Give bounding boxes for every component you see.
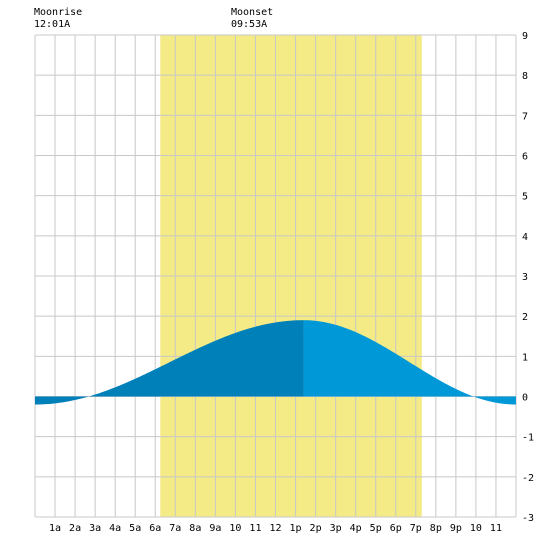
moonrise-label: Moonrise — [34, 7, 82, 18]
y-tick-label: 0 — [522, 393, 528, 404]
x-tick-label: 9p — [450, 523, 462, 534]
y-axis-labels: -3 -2 -1 0 1 2 3 4 5 6 7 8 9 — [522, 31, 534, 524]
moonset-label: Moonset — [231, 7, 273, 18]
y-tick-label: 2 — [522, 312, 528, 323]
moonset-time: 09:53A — [231, 19, 267, 30]
x-tick-label: 12 — [269, 523, 281, 534]
y-tick-label: 3 — [522, 272, 528, 283]
x-tick-label: 8a — [189, 523, 201, 534]
x-tick-label: 7a — [169, 523, 181, 534]
y-tick-label: 6 — [522, 152, 528, 163]
x-tick-label: 6a — [149, 523, 161, 534]
y-tick-label: -3 — [522, 513, 534, 524]
x-tick-label: 3a — [89, 523, 101, 534]
y-tick-label: 9 — [522, 31, 528, 42]
x-tick-label: 11 — [249, 523, 261, 534]
y-tick-label: 4 — [522, 232, 528, 243]
x-tick-label: 11 — [490, 523, 502, 534]
x-tick-label: 6p — [390, 523, 402, 534]
x-tick-label: 5p — [370, 523, 382, 534]
tide-area-rising — [35, 320, 304, 405]
x-axis-labels: 1a 2a 3a 4a 5a 6a 7a 8a 9a 10 11 12 1p 2p 3p 4p 5p 6p 7p 8p… — [49, 523, 502, 534]
y-tick-label: -2 — [522, 473, 534, 484]
x-tick-label: 2p — [310, 523, 322, 534]
y-tick-label: -1 — [522, 433, 534, 444]
moonrise-time: 12:01A — [34, 19, 70, 30]
x-tick-label: 7p — [410, 523, 422, 534]
x-tick-label: 10 — [470, 523, 482, 534]
y-tick-label: 5 — [522, 192, 528, 203]
x-tick-label: 3p — [330, 523, 342, 534]
x-tick-label: 9a — [209, 523, 221, 534]
x-tick-label: 1a — [49, 523, 61, 534]
x-tick-label: 10 — [229, 523, 241, 534]
x-tick-label: 8p — [430, 523, 442, 534]
y-tick-label: 1 — [522, 352, 528, 363]
tide-area-falling — [303, 320, 516, 405]
x-tick-label: 1p — [290, 523, 302, 534]
y-tick-label: 8 — [522, 71, 528, 82]
x-tick-label: 2a — [69, 523, 81, 534]
x-tick-label: 5a — [129, 523, 141, 534]
x-tick-label: 4a — [109, 523, 121, 534]
x-tick-label: 4p — [350, 523, 362, 534]
y-tick-label: 7 — [522, 111, 528, 122]
